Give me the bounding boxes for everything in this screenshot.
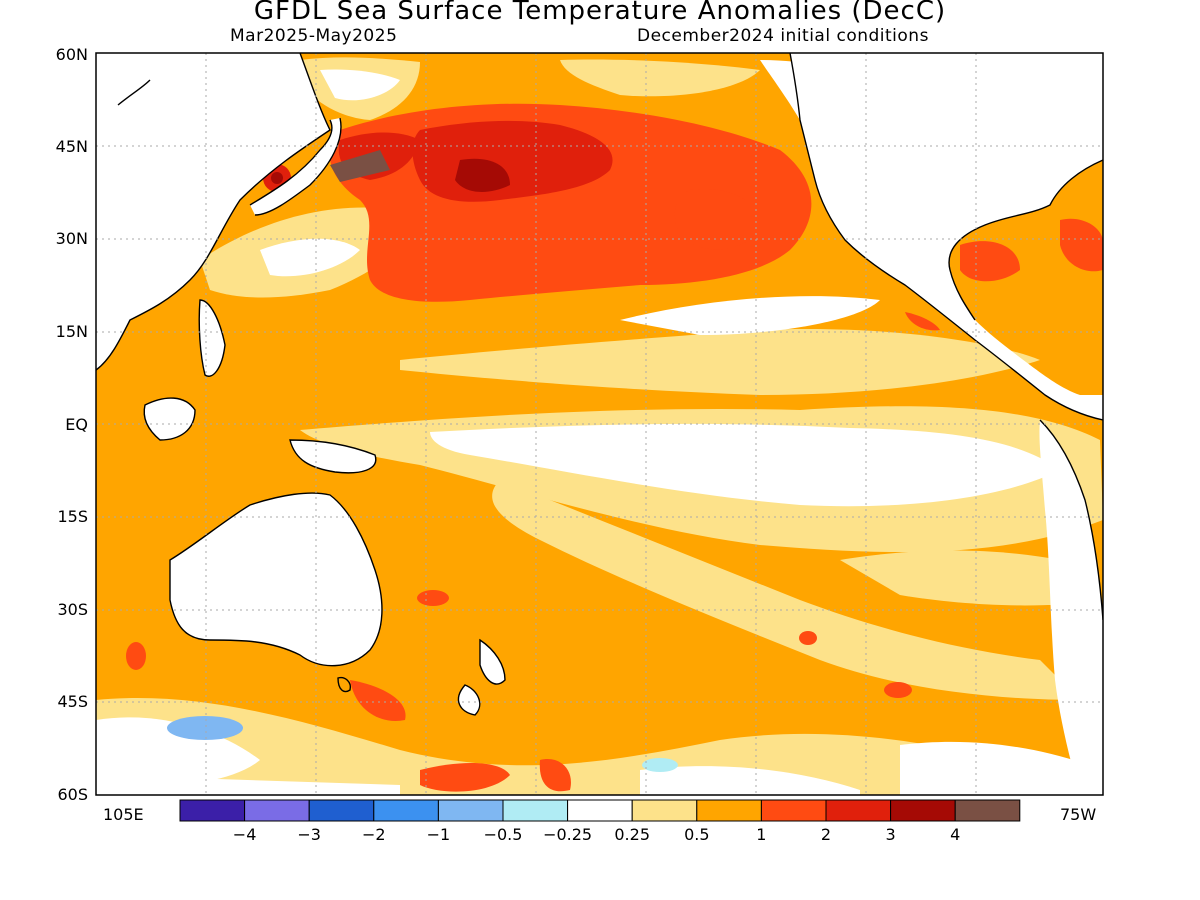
colorbar-swatch — [502, 799, 569, 822]
initial-conditions: December2024 initial conditions — [637, 26, 929, 46]
colorbar-swatch — [760, 799, 827, 822]
colorbar-label: 3 — [886, 825, 896, 844]
colorbar-swatch — [308, 799, 375, 822]
colorbar-swatch — [696, 799, 762, 822]
coastlines — [96, 53, 1103, 716]
lat-label: 30S — [57, 600, 88, 619]
colorbar-swatch — [631, 799, 698, 822]
colorbar-label: −1 — [427, 825, 451, 844]
colorbar-swatch — [567, 799, 633, 822]
colorbar-label: 0.5 — [684, 825, 709, 844]
lat-label: 60N — [56, 45, 88, 64]
colorbar-label: 4 — [950, 825, 960, 844]
colorbar-label: −3 — [297, 825, 321, 844]
colorbar-label: −4 — [233, 825, 257, 844]
colorbar-label: 2 — [821, 825, 831, 844]
colorbar-swatch — [890, 799, 956, 822]
lat-label: 15N — [56, 322, 88, 341]
lon-label-right: 75W — [1060, 805, 1096, 824]
lat-label: EQ — [65, 415, 88, 434]
map-title: GFDL Sea Surface Temperature Anomalies (… — [253, 0, 947, 26]
colorbar-label: 0.25 — [614, 825, 650, 844]
lat-label: 30N — [56, 229, 88, 248]
lat-label: 15S — [57, 507, 88, 526]
colorbar-swatch — [825, 799, 892, 822]
colorbar-labels: −4 −3 −2 −1 −0.5 −0.25 0.25 0.5 1 2 3 4 — [233, 825, 960, 844]
colorbar-swatch — [373, 799, 439, 822]
colorbar-swatch — [179, 799, 246, 822]
lat-label: 45S — [57, 692, 88, 711]
colorbar — [179, 799, 1021, 822]
lon-label-left: 105E — [103, 805, 144, 824]
colorbar-swatch — [954, 799, 1021, 822]
lat-label: 45N — [56, 137, 88, 156]
colorbar-swatch — [244, 799, 310, 822]
latitude-labels: 60N 45N 30N 15N EQ 15S 30S 45S 60S — [56, 45, 88, 804]
lat-label: 60S — [57, 785, 88, 804]
map-frame — [95, 52, 1104, 796]
colorbar-label: −0.25 — [543, 825, 592, 844]
anomaly-field — [96, 53, 1103, 795]
colorbar-label: −2 — [362, 825, 386, 844]
forecast-period: Mar2025-May2025 — [230, 26, 398, 46]
colorbar-swatch — [437, 799, 504, 822]
colorbar-label: 1 — [756, 825, 766, 844]
gridlines — [96, 53, 1103, 795]
colorbar-label: −0.5 — [484, 825, 523, 844]
